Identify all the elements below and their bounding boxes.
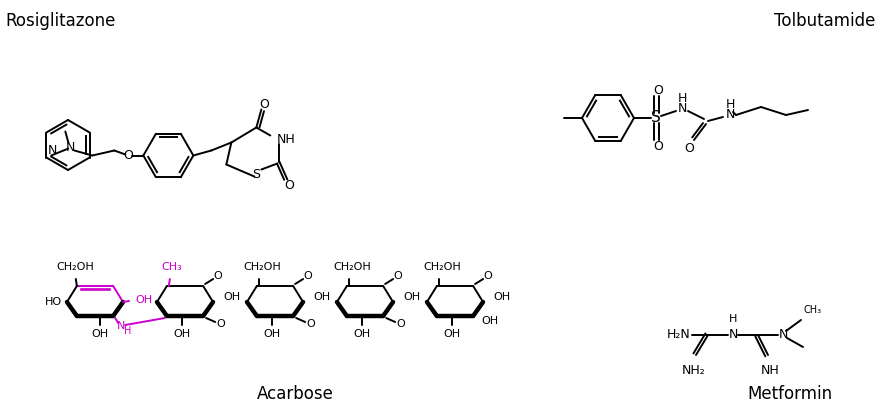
Text: NH: NH [276, 133, 295, 146]
Text: Metformin: Metformin [747, 385, 832, 403]
Text: O: O [484, 271, 493, 281]
Text: OH: OH [444, 329, 460, 339]
Text: S: S [651, 111, 661, 126]
Text: S: S [253, 168, 260, 181]
Text: N: N [66, 141, 75, 154]
Text: O: O [653, 83, 663, 97]
Text: CH₂OH: CH₂OH [423, 262, 461, 272]
Text: O: O [653, 140, 663, 152]
Text: OH: OH [493, 292, 510, 302]
Text: HO: HO [45, 297, 62, 307]
Text: O: O [123, 149, 133, 162]
Text: N: N [48, 143, 56, 157]
Text: CH₂OH: CH₂OH [56, 262, 94, 272]
Text: O: O [284, 179, 294, 192]
Text: OH: OH [223, 292, 240, 302]
Text: H: H [678, 92, 686, 104]
Text: O: O [304, 271, 312, 281]
Text: O: O [214, 271, 223, 281]
Text: O: O [393, 271, 402, 281]
Text: O: O [260, 98, 269, 111]
Text: N: N [725, 107, 735, 121]
Text: H: H [725, 97, 735, 111]
Text: OH: OH [354, 329, 370, 339]
Text: OH: OH [135, 295, 152, 305]
Text: OH: OH [263, 329, 281, 339]
Text: Tolbutamide: Tolbutamide [774, 12, 875, 30]
Text: N: N [117, 321, 125, 331]
Text: N: N [778, 328, 788, 342]
Text: O: O [397, 319, 406, 329]
Text: OH: OH [92, 329, 108, 339]
Text: OH: OH [173, 329, 191, 339]
Text: N: N [678, 102, 686, 114]
Text: CH₃: CH₃ [161, 262, 182, 272]
Text: O: O [216, 319, 225, 329]
Text: Rosiglitazone: Rosiglitazone [5, 12, 115, 30]
Text: N: N [729, 328, 737, 342]
Text: Acarbose: Acarbose [257, 385, 334, 403]
Text: CH₂OH: CH₂OH [243, 262, 281, 272]
Text: CH₂OH: CH₂OH [333, 262, 370, 272]
Text: H: H [124, 326, 132, 336]
Text: NH₂: NH₂ [682, 364, 706, 377]
Text: O: O [684, 142, 694, 154]
Text: CH₃: CH₃ [804, 305, 822, 315]
Text: NH: NH [760, 364, 780, 377]
Text: H: H [729, 314, 737, 324]
Text: OH: OH [403, 292, 420, 302]
Text: OH: OH [481, 316, 498, 326]
Text: OH: OH [313, 292, 330, 302]
Text: O: O [307, 319, 316, 329]
Text: H₂N: H₂N [666, 328, 690, 342]
